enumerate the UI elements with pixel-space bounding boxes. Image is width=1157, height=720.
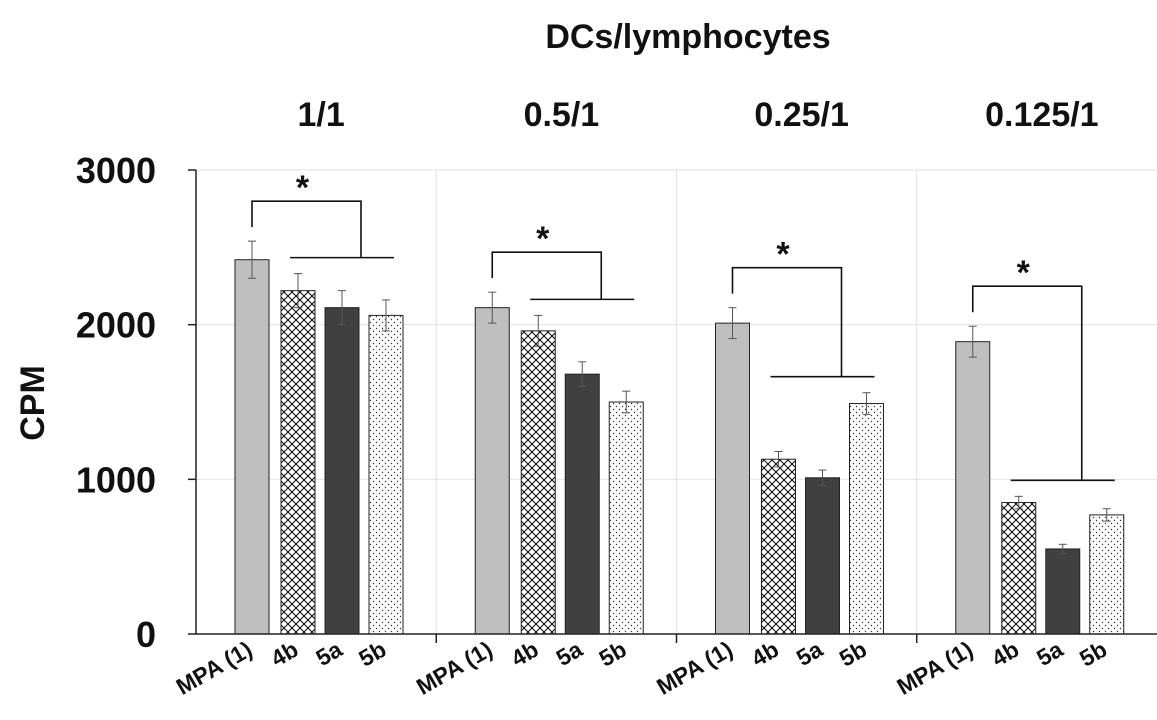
xtick-label-3-1: 4b bbox=[987, 636, 1023, 672]
group-labels: 1/1 0.5/1 0.25/1 0.125/1 bbox=[297, 96, 1098, 134]
significance-star-2: * bbox=[776, 236, 790, 274]
error-bar-3-3 bbox=[1102, 508, 1111, 522]
error-bar-2-0 bbox=[728, 307, 737, 340]
significance-bracket-1: * bbox=[491, 220, 635, 301]
y-axis-ticks: 0 1000 2000 3000 bbox=[76, 150, 196, 655]
xtick-label-0-3: 5b bbox=[354, 636, 390, 672]
error-bar-3-2 bbox=[1058, 543, 1067, 555]
bar-3-2 bbox=[1045, 548, 1081, 635]
significance-star-0: * bbox=[296, 169, 310, 207]
xtick-label-3-0: MPA (1) bbox=[892, 636, 977, 700]
bar-1-2 bbox=[564, 373, 600, 635]
bar-1-0 bbox=[474, 307, 510, 635]
xtick-label-1-0: MPA (1) bbox=[412, 636, 497, 700]
significance-star-3: * bbox=[1017, 254, 1031, 292]
xtick-label-1-3: 5b bbox=[595, 636, 631, 672]
bar-2-3 bbox=[849, 403, 884, 635]
error-bar-0-3 bbox=[382, 299, 390, 332]
bar-0-3 bbox=[368, 314, 404, 635]
error-bars bbox=[248, 240, 1111, 555]
error-bar-3-1 bbox=[1014, 495, 1023, 510]
xtick-label-2-0: MPA (1) bbox=[652, 636, 737, 700]
y-axis-label: CPM bbox=[14, 365, 52, 441]
bar-3-0 bbox=[955, 341, 991, 635]
error-bar-1-3 bbox=[622, 390, 631, 414]
bar-2-0 bbox=[715, 322, 750, 635]
error-bar-0-0 bbox=[248, 240, 256, 279]
bar-2-1 bbox=[761, 458, 796, 635]
ytick-label-1: 1000 bbox=[76, 459, 156, 500]
bar-3-3 bbox=[1089, 514, 1125, 635]
bar-0-2 bbox=[324, 307, 360, 635]
xtick-label-1-1: 4b bbox=[507, 636, 543, 672]
error-bar-0-1 bbox=[294, 273, 302, 309]
group-label-3: 0.125/1 bbox=[985, 96, 1098, 134]
error-bar-2-3 bbox=[862, 392, 871, 415]
error-bar-1-0 bbox=[488, 291, 497, 324]
xtick-label-0-2: 5a bbox=[311, 636, 346, 671]
chart-title: DCs/lymphocytes bbox=[545, 18, 830, 56]
error-bar-1-2 bbox=[578, 361, 587, 388]
error-bar-0-2 bbox=[338, 290, 346, 326]
error-bar-2-2 bbox=[818, 469, 827, 487]
bars bbox=[234, 259, 1125, 635]
bar-2-2 bbox=[805, 477, 840, 635]
error-bar-3-0 bbox=[968, 325, 977, 358]
bar-1-1 bbox=[520, 330, 556, 635]
xtick-label-1-2: 5a bbox=[552, 636, 587, 671]
bar-1-3 bbox=[608, 401, 644, 635]
bar-0-0 bbox=[234, 259, 270, 635]
error-bar-1-1 bbox=[534, 314, 543, 347]
xtick-label-2-3: 5b bbox=[835, 636, 871, 672]
group-label-2: 0.25/1 bbox=[754, 96, 849, 134]
bar-0-1 bbox=[280, 290, 316, 635]
xtick-label-3-3: 5b bbox=[1075, 636, 1111, 672]
xtick-label-2-1: 4b bbox=[747, 636, 783, 672]
significance-bracket-2: * bbox=[731, 236, 875, 378]
xtick-label-0-0: MPA (1) bbox=[172, 636, 257, 700]
ytick-label-2: 2000 bbox=[76, 305, 156, 346]
significance-brackets: * * * * bbox=[251, 169, 1115, 482]
group-label-1: 0.5/1 bbox=[524, 96, 600, 134]
xtick-label-2-2: 5a bbox=[792, 636, 827, 671]
xtick-label-0-1: 4b bbox=[266, 636, 302, 672]
x-axis-ticks: MPA (1) 4b 5a 5b MPA (1) 4b 5a 5b MPA (1) 4b 5a 5b M… bbox=[172, 634, 1111, 700]
ytick-label-0: 0 bbox=[136, 614, 156, 655]
bar-3-1 bbox=[1001, 502, 1037, 635]
significance-bracket-0: * bbox=[251, 169, 394, 259]
ytick-label-3: 3000 bbox=[76, 150, 156, 191]
error-bar-2-1 bbox=[774, 450, 783, 468]
significance-star-1: * bbox=[536, 220, 550, 258]
xtick-label-3-2: 5a bbox=[1032, 636, 1067, 671]
group-label-0: 1/1 bbox=[297, 96, 344, 134]
significance-bracket-3: * bbox=[971, 254, 1115, 482]
